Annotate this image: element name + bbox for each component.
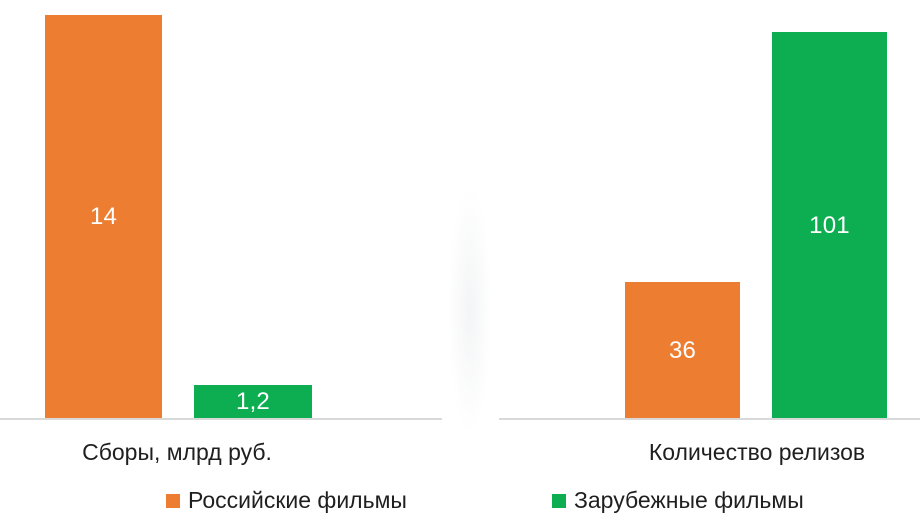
bar-foreign-box-office: 1,2 (194, 385, 312, 419)
legend-label: Российские фильмы (188, 487, 407, 513)
bar-value-label: 14 (89, 203, 118, 230)
bar-russian-releases: 36 (625, 282, 740, 419)
category-label-releases: Количество релизов (648, 439, 866, 465)
faint-smudge-artifact (448, 185, 492, 435)
legend-item-foreign-films: Зарубежные фильмы (552, 489, 804, 512)
right-axis-baseline (499, 418, 920, 420)
bar-foreign-releases: 101 (772, 32, 887, 419)
bar-value-label: 36 (668, 336, 697, 364)
left-axis-baseline (0, 418, 442, 420)
legend-label: Зарубежные фильмы (574, 487, 804, 513)
bar-value-label: 101 (809, 211, 850, 239)
bar-value-label: 1,2 (236, 388, 270, 415)
legend-swatch-green-icon (552, 493, 566, 508)
legend-item-russian-films: Российские фильмы (166, 489, 407, 512)
bar-russian-box-office: 14 (45, 15, 162, 419)
category-label-box-office: Сборы, млрд руб. (82, 439, 272, 465)
legend-swatch-orange-icon (166, 493, 180, 508)
